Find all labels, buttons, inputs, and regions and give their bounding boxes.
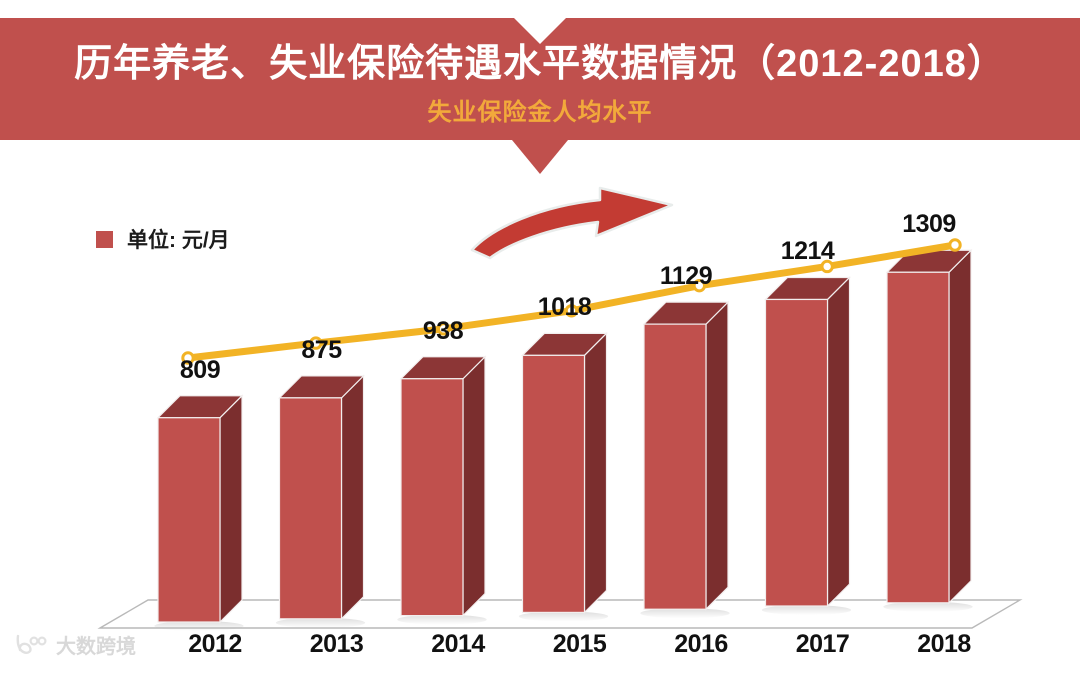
banner-down-arrow-icon <box>512 140 568 174</box>
bar-2015[interactable] <box>521 331 608 614</box>
page-subtitle: 失业保险金人均水平 <box>427 99 653 126</box>
watermark-text: 大数跨境 <box>56 636 136 658</box>
bar-front-face <box>886 271 950 604</box>
bar-front-face <box>643 323 707 610</box>
line-marker-2012[interactable] <box>181 351 195 365</box>
category-label-2015: 2015 <box>552 630 607 658</box>
bar-front-face <box>764 298 829 607</box>
trend-line-group <box>181 238 962 365</box>
bar-side-face <box>826 276 851 608</box>
bar-2012[interactable] <box>156 394 244 624</box>
legend-label: 单位: 元/月 <box>127 229 230 252</box>
bar-front-face <box>400 378 464 617</box>
bar-side-face <box>340 374 365 621</box>
bar-shadow <box>518 611 609 622</box>
line-marker-2015[interactable] <box>564 304 579 318</box>
legend-swatch-icon <box>96 230 113 248</box>
banner-top-notch-icon <box>514 18 566 44</box>
line-marker-2018[interactable] <box>948 238 962 252</box>
bar-side-face <box>705 300 729 611</box>
line-marker-2013[interactable] <box>309 336 323 350</box>
bar-value-label: 875 <box>301 335 342 364</box>
bar-shadow <box>761 605 852 615</box>
bar-2016[interactable] <box>642 300 730 611</box>
legend: 单位: 元/月 <box>96 224 230 254</box>
kua-jing-logo-icon <box>16 634 47 654</box>
bar-value-label: 1214 <box>780 237 835 266</box>
bar-side-face <box>948 248 972 605</box>
bar-2013[interactable] <box>278 374 365 621</box>
bar-value-label: 938 <box>422 316 464 345</box>
bar-shadow <box>154 621 244 631</box>
bar-shadow <box>275 617 366 628</box>
bar-value-label: 1129 <box>659 262 713 291</box>
bar-side-face <box>219 394 243 624</box>
category-label-2017: 2017 <box>795 630 850 658</box>
watermark: 大数跨境 <box>14 630 136 659</box>
bars-group <box>154 248 973 631</box>
bar-front-face <box>157 417 221 623</box>
bar-2014[interactable] <box>399 355 487 618</box>
page-title: 历年养老、失业保险待遇水平数据情况（2012-2018） <box>74 43 1006 85</box>
bar-shadow <box>640 608 730 619</box>
bar-side-face <box>462 355 486 618</box>
bar-2018[interactable] <box>885 248 973 605</box>
bar-2017[interactable] <box>764 276 851 608</box>
category-label-2012: 2012 <box>188 630 242 658</box>
line-marker-2014[interactable] <box>436 322 451 336</box>
bar-shadow <box>397 614 487 625</box>
category-label-2016: 2016 <box>674 630 728 658</box>
bar-front-face <box>278 397 343 620</box>
bar-shadow <box>883 601 973 612</box>
bar-side-face <box>583 331 608 614</box>
line-marker-2017[interactable] <box>820 259 834 274</box>
bar-value-label: 809 <box>179 355 221 384</box>
bar-front-face <box>521 354 586 614</box>
bar-value-label: 1018 <box>537 293 592 322</box>
upward-trend-arrow-icon <box>470 186 674 260</box>
bar-value-label: 1309 <box>902 210 956 239</box>
category-label-2018: 2018 <box>917 630 971 658</box>
line-marker-2016[interactable] <box>692 278 707 293</box>
category-label-2013: 2013 <box>309 630 364 658</box>
category-label-2014: 2014 <box>431 630 485 658</box>
